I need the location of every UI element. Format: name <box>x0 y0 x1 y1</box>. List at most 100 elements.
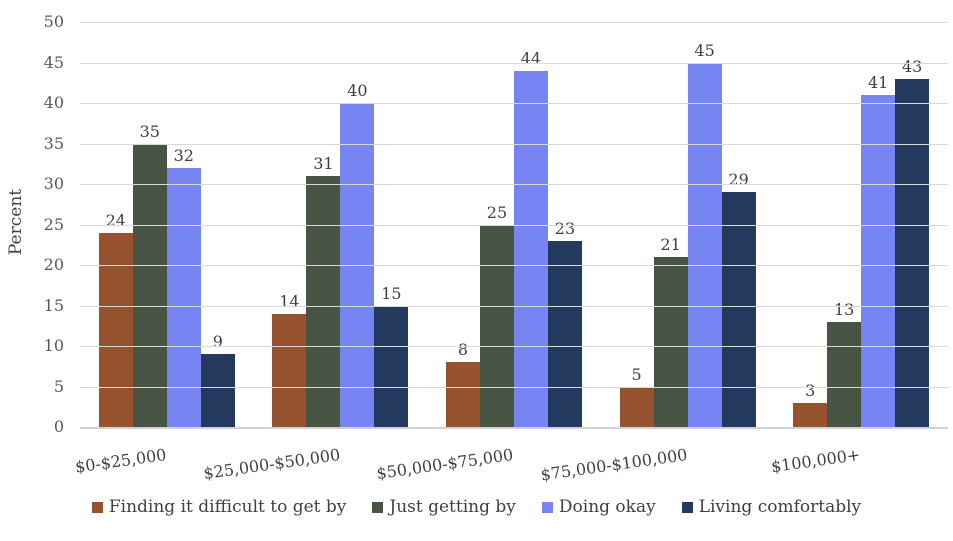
bar-cell: 8 <box>445 340 480 427</box>
bar-cell: 25 <box>479 202 514 427</box>
legend-swatch <box>372 501 384 513</box>
gridline <box>80 62 948 64</box>
bar <box>793 402 828 427</box>
bar-value-label: 13 <box>833 299 855 319</box>
y-tick-label: 20 <box>43 255 64 274</box>
bar-group: 5 21 45 29 <box>601 22 775 427</box>
x-axis-label: $75,000-$100,000 <box>539 445 689 485</box>
bar <box>619 386 654 427</box>
legend-item: Doing okay <box>541 497 656 517</box>
bar-value-label: 31 <box>313 153 334 173</box>
y-tick-label: 30 <box>43 174 64 193</box>
bar <box>861 94 896 427</box>
bar-value-label: 25 <box>486 202 508 222</box>
bar-cell: 5 <box>619 364 654 427</box>
gridline <box>80 143 948 145</box>
legend-item: Finding it difficult to get by <box>91 497 347 517</box>
x-axis-label: $0-$25,000 <box>73 445 168 477</box>
bar-cell: 24 <box>98 210 133 427</box>
gridline <box>80 224 948 226</box>
bar-cell: 14 <box>272 291 307 427</box>
x-axis-label: $50,000-$75,000 <box>375 445 515 483</box>
bar-group: 3 13 41 43 <box>774 22 948 427</box>
bar-cell: 15 <box>374 283 409 427</box>
bar <box>721 192 756 427</box>
gridline <box>80 386 948 388</box>
bar-cell: 41 <box>861 73 896 427</box>
bar <box>374 305 409 427</box>
bar-value-label: 5 <box>631 364 642 384</box>
gridline <box>80 427 948 429</box>
bar-value-label: 29 <box>728 170 749 190</box>
bar-group: 24 35 32 9 <box>80 22 254 427</box>
bar-cell: 35 <box>132 121 167 427</box>
y-tick-label: 5 <box>53 376 64 396</box>
y-tick-label: 25 <box>43 214 64 234</box>
bar <box>306 175 341 427</box>
bar-value-label: 8 <box>457 340 469 360</box>
bar-cell: 32 <box>166 145 201 427</box>
bar <box>513 70 548 427</box>
bar-value-label: 23 <box>554 218 576 238</box>
legend-label: Just getting by <box>389 497 516 517</box>
bar-cell: 3 <box>793 380 828 427</box>
bar-cell: 44 <box>513 49 548 427</box>
bar-value-label: 14 <box>279 291 300 311</box>
x-axis-label: $100,000+ <box>770 445 862 477</box>
bar <box>98 232 133 427</box>
y-tick-label: 50 <box>43 12 64 31</box>
gridline <box>80 22 948 23</box>
plot-area: 24 35 32 9 14 31 40 15 8 25 44 23 5 21 45 29 3 13 41 43 <box>80 22 948 429</box>
bar-value-label: 35 <box>139 121 160 141</box>
gridline <box>80 346 948 347</box>
bar-cell: 40 <box>340 81 375 427</box>
bar-cell: 29 <box>721 170 756 427</box>
bar-cell: 43 <box>895 56 930 427</box>
bar-cell: 31 <box>306 153 341 427</box>
legend-label: Doing okay <box>558 497 656 517</box>
bar <box>479 224 514 427</box>
bar-value-label: 9 <box>212 332 223 352</box>
y-tick-label: 40 <box>43 93 64 112</box>
bar-value-label: 45 <box>694 40 715 60</box>
y-tick-label: 10 <box>43 336 64 355</box>
y-tick-label: 45 <box>43 52 64 72</box>
bar <box>272 313 307 427</box>
bar <box>132 143 167 427</box>
bar-value-label: 15 <box>381 283 402 303</box>
gridline <box>80 103 948 104</box>
bar-value-label: 43 <box>901 56 923 76</box>
bar <box>895 78 930 427</box>
legend-swatch <box>681 501 693 513</box>
gridline <box>80 184 948 185</box>
x-axis-labels: $0-$25,000 $25,000-$50,000 $50,000-$75,000… <box>74 427 948 491</box>
bar-groups-container: 24 35 32 9 14 31 40 15 8 25 44 23 5 21 45 29 3 13 41 43 <box>80 22 948 427</box>
bar <box>827 321 862 427</box>
gridline <box>80 265 948 266</box>
legend-label: Finding it difficult to get by <box>108 497 347 517</box>
legend: Finding it difficult to get by Just getti… <box>0 497 953 517</box>
bar-value-label: 3 <box>805 380 816 400</box>
bar-value-label: 40 <box>347 81 368 100</box>
gridline <box>80 305 948 307</box>
bar <box>200 354 235 427</box>
bar <box>687 62 722 427</box>
bar-cell: 45 <box>687 40 722 427</box>
bar-value-label: 32 <box>173 145 194 165</box>
legend-item: Living comfortably <box>681 497 862 517</box>
bar-cell: 21 <box>653 235 688 427</box>
bar-cell: 23 <box>547 218 582 427</box>
bar <box>445 362 480 427</box>
bar <box>547 240 582 427</box>
bar-cell: 13 <box>827 299 862 427</box>
legend-swatch <box>541 501 553 513</box>
y-tick-label: 15 <box>43 295 64 315</box>
legend-item: Just getting by <box>372 497 516 517</box>
x-axis-label: $25,000-$50,000 <box>202 445 342 483</box>
bar <box>166 167 201 427</box>
bar-value-label: 24 <box>105 210 126 230</box>
legend-swatch <box>91 501 103 513</box>
y-tick-label: 35 <box>43 133 64 153</box>
legend-label: Living comfortably <box>698 497 862 517</box>
